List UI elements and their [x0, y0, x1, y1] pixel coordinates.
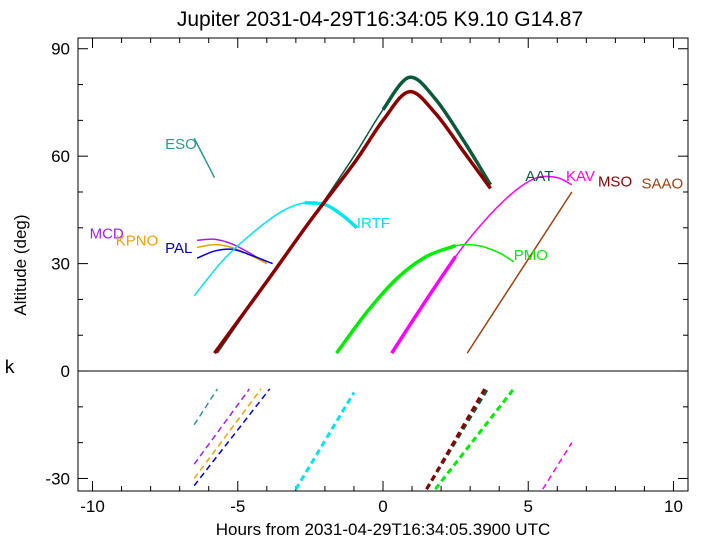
- series-line-irtf: [193, 201, 358, 297]
- x-tick-label: 5: [524, 497, 533, 516]
- series-line-pal: [196, 248, 273, 265]
- y-axis-label: Altitude (deg): [11, 214, 30, 315]
- series-label-pal: PAL: [165, 240, 192, 257]
- series-label-eso: ESO: [165, 136, 197, 153]
- series-below-mcd: [193, 388, 250, 465]
- series-bold-kav: [390, 255, 458, 355]
- series-line-kav: [391, 175, 573, 354]
- series-bold-pmo: [335, 244, 457, 355]
- series-label-irtf: IRTF: [357, 215, 390, 232]
- x-tick-label: -10: [80, 497, 105, 516]
- series-label-saao: SAAO: [642, 175, 684, 192]
- series-below-pal: [193, 388, 271, 487]
- series-label-pmo: PMO: [514, 247, 548, 264]
- series-line-eso: [193, 137, 216, 179]
- x-axis-label: Hours from 2031-04-29T16:34:05.3900 UTC: [216, 520, 551, 539]
- series-label-mso: MSO: [598, 174, 632, 191]
- plot-frame: [77, 37, 689, 492]
- series-below-aat: [425, 388, 489, 490]
- series-below-eso: [193, 388, 219, 426]
- chart-title: Jupiter 2031-04-29T16:34:05 K9.10 G14.87: [177, 8, 583, 31]
- series-below-pmo: [434, 388, 515, 491]
- y-tick-label: 30: [51, 255, 70, 274]
- series-label-mcd: MCD: [90, 226, 124, 243]
- stray-character: k: [4, 357, 15, 378]
- series-label-kpno: KPNO: [116, 233, 159, 250]
- series-below-irtf: [294, 391, 356, 490]
- series-label-aat: AAT: [525, 168, 553, 185]
- y-tick-label: -30: [45, 469, 70, 488]
- x-tick-label: 0: [378, 497, 387, 516]
- series-below-kav: [542, 442, 573, 490]
- y-tick-label: 90: [51, 40, 70, 59]
- y-tick-label: 60: [51, 147, 70, 166]
- x-tick-label: 10: [664, 497, 683, 516]
- series-below-kpno: [193, 388, 262, 479]
- series-label-kav: KAV: [566, 168, 595, 185]
- series-bold-irtf: [304, 200, 359, 230]
- series-bold-mso: [213, 89, 492, 355]
- series-bold-aat: [381, 75, 492, 186]
- x-tick-label: -5: [230, 497, 245, 516]
- y-tick-label: 0: [61, 362, 70, 381]
- series-line-saao: [466, 191, 573, 354]
